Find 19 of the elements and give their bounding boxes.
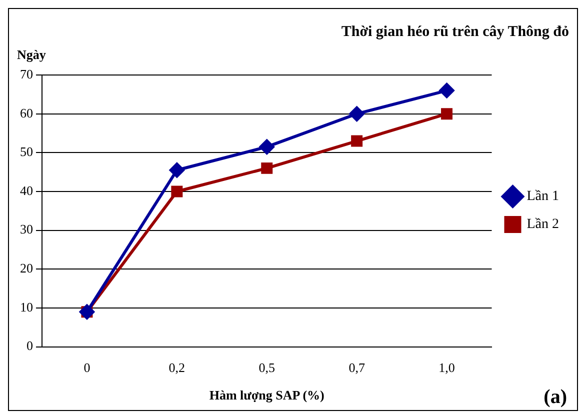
x-tick-label: 0 <box>84 360 90 376</box>
x-tick-label: 1,0 <box>438 360 455 376</box>
legend-label: Lần 1 <box>526 189 559 204</box>
y-tick-label: 0 <box>26 338 33 354</box>
y-tick-label: 30 <box>20 222 33 237</box>
y-tick-label: 70 <box>20 66 33 82</box>
chart-title: Thời gian héo rũ trên cây Thông đỏ <box>341 24 569 40</box>
text: (a) <box>544 386 567 408</box>
y-tick-label: 60 <box>20 105 33 120</box>
y-tick-label: 20 <box>20 260 33 276</box>
y-tick-label: 10 <box>20 299 33 314</box>
legend-label: Lần 2 <box>526 217 559 232</box>
x-axis-title: Hàm lượng SAP (%) <box>209 388 324 403</box>
x-tick-label: 0,7 <box>348 360 366 376</box>
x-tick-label: 0,5 <box>258 360 275 376</box>
x-tick-label: 0,2 <box>168 360 186 376</box>
y-tick-label: 50 <box>20 144 33 160</box>
y-axis-title: Ngày <box>17 46 46 62</box>
y-tick-label: 40 <box>20 182 33 198</box>
